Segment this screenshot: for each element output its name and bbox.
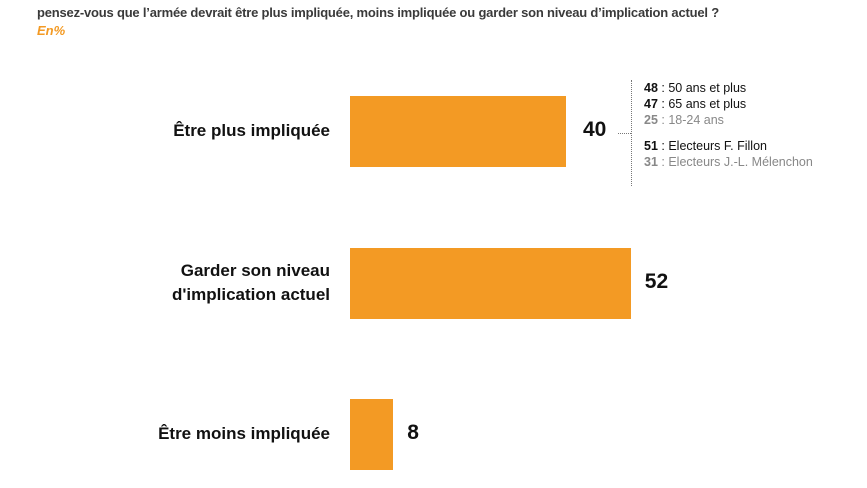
category-label: Être moins impliquée (158, 424, 330, 443)
annotation-row: 51 : Electeurs F. Fillon (644, 139, 767, 153)
bar (350, 399, 394, 470)
bar (350, 248, 631, 319)
category-label: Garder son niveau d'implication actuel (171, 261, 330, 304)
annotation-leader (618, 133, 631, 134)
bar (350, 96, 566, 167)
value-label: 40 (583, 118, 607, 141)
annotation-row: 25 : 18-24 ans (644, 113, 724, 127)
annotation-row: 48 : 50 ans et plus (644, 81, 747, 95)
value-label: 8 (407, 421, 419, 444)
annotation-row: 47 : 65 ans et plus (644, 97, 747, 111)
category-label: Être plus impliquée (173, 121, 330, 140)
annotation-row: 31 : Electeurs J.-L. Mélenchon (644, 155, 813, 169)
annotation-box: 48 : 50 ans et plus 47 : 65 ans et plus … (631, 80, 813, 186)
unit-label: En% (37, 23, 66, 38)
value-label: 52 (644, 270, 669, 293)
question-text: pensez-vous que l’armée devrait être plu… (37, 5, 719, 20)
